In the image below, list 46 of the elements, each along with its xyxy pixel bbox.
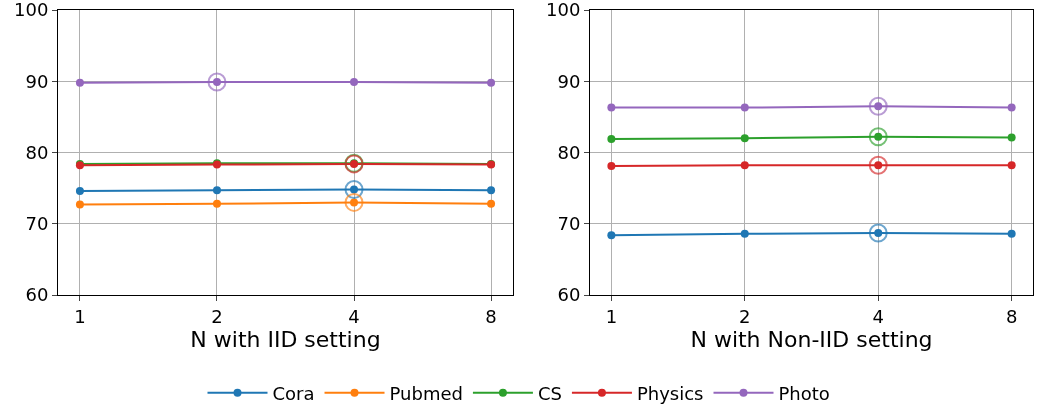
- legend-label: Cora: [272, 382, 315, 404]
- x-tick-label: 2: [739, 305, 751, 327]
- y-tick-label: 100: [546, 0, 581, 21]
- x-tick-label: 2: [211, 305, 223, 327]
- legend-label: CS: [537, 382, 562, 404]
- x-tick-label: 1: [74, 305, 86, 327]
- point: [487, 78, 496, 87]
- point: [487, 199, 496, 208]
- legend-label: Physics: [636, 382, 704, 404]
- x-tick-label: 4: [348, 305, 360, 327]
- y-tick-label: 60: [557, 284, 581, 306]
- y-tick-label: 70: [25, 213, 49, 235]
- x-tick-label: 8: [485, 305, 497, 327]
- legend-label: Pubmed: [389, 382, 463, 404]
- x-axis-title: N with IID setting: [190, 327, 381, 353]
- y-tick-label: 90: [25, 70, 49, 92]
- y-tick-label: 70: [557, 213, 581, 235]
- point: [740, 134, 749, 143]
- point: [1007, 229, 1016, 238]
- point: [607, 231, 616, 240]
- point: [1007, 133, 1016, 142]
- y-tick-label: 80: [557, 141, 581, 163]
- y-tick-label: 60: [25, 284, 49, 306]
- y-tick-label: 100: [14, 0, 49, 21]
- point: [607, 162, 616, 171]
- point: [1007, 103, 1016, 112]
- legend-label: Photo: [778, 382, 830, 404]
- x-axis-title: N with Non-IID setting: [690, 327, 933, 353]
- point: [350, 77, 359, 86]
- point: [75, 186, 84, 195]
- y-tick-label: 80: [25, 141, 49, 163]
- y-tick-label: 90: [557, 70, 581, 92]
- point: [75, 200, 84, 209]
- x-tick-label: 4: [872, 305, 884, 327]
- point: [1007, 161, 1016, 170]
- point: [487, 186, 496, 195]
- point: [607, 103, 616, 112]
- x-tick-label: 1: [605, 305, 618, 327]
- point: [740, 161, 749, 170]
- point: [740, 103, 749, 112]
- point: [212, 199, 221, 208]
- point: [607, 134, 616, 143]
- point: [212, 186, 221, 195]
- point: [75, 78, 84, 87]
- x-tick-label: 8: [1005, 305, 1018, 327]
- point: [740, 229, 749, 238]
